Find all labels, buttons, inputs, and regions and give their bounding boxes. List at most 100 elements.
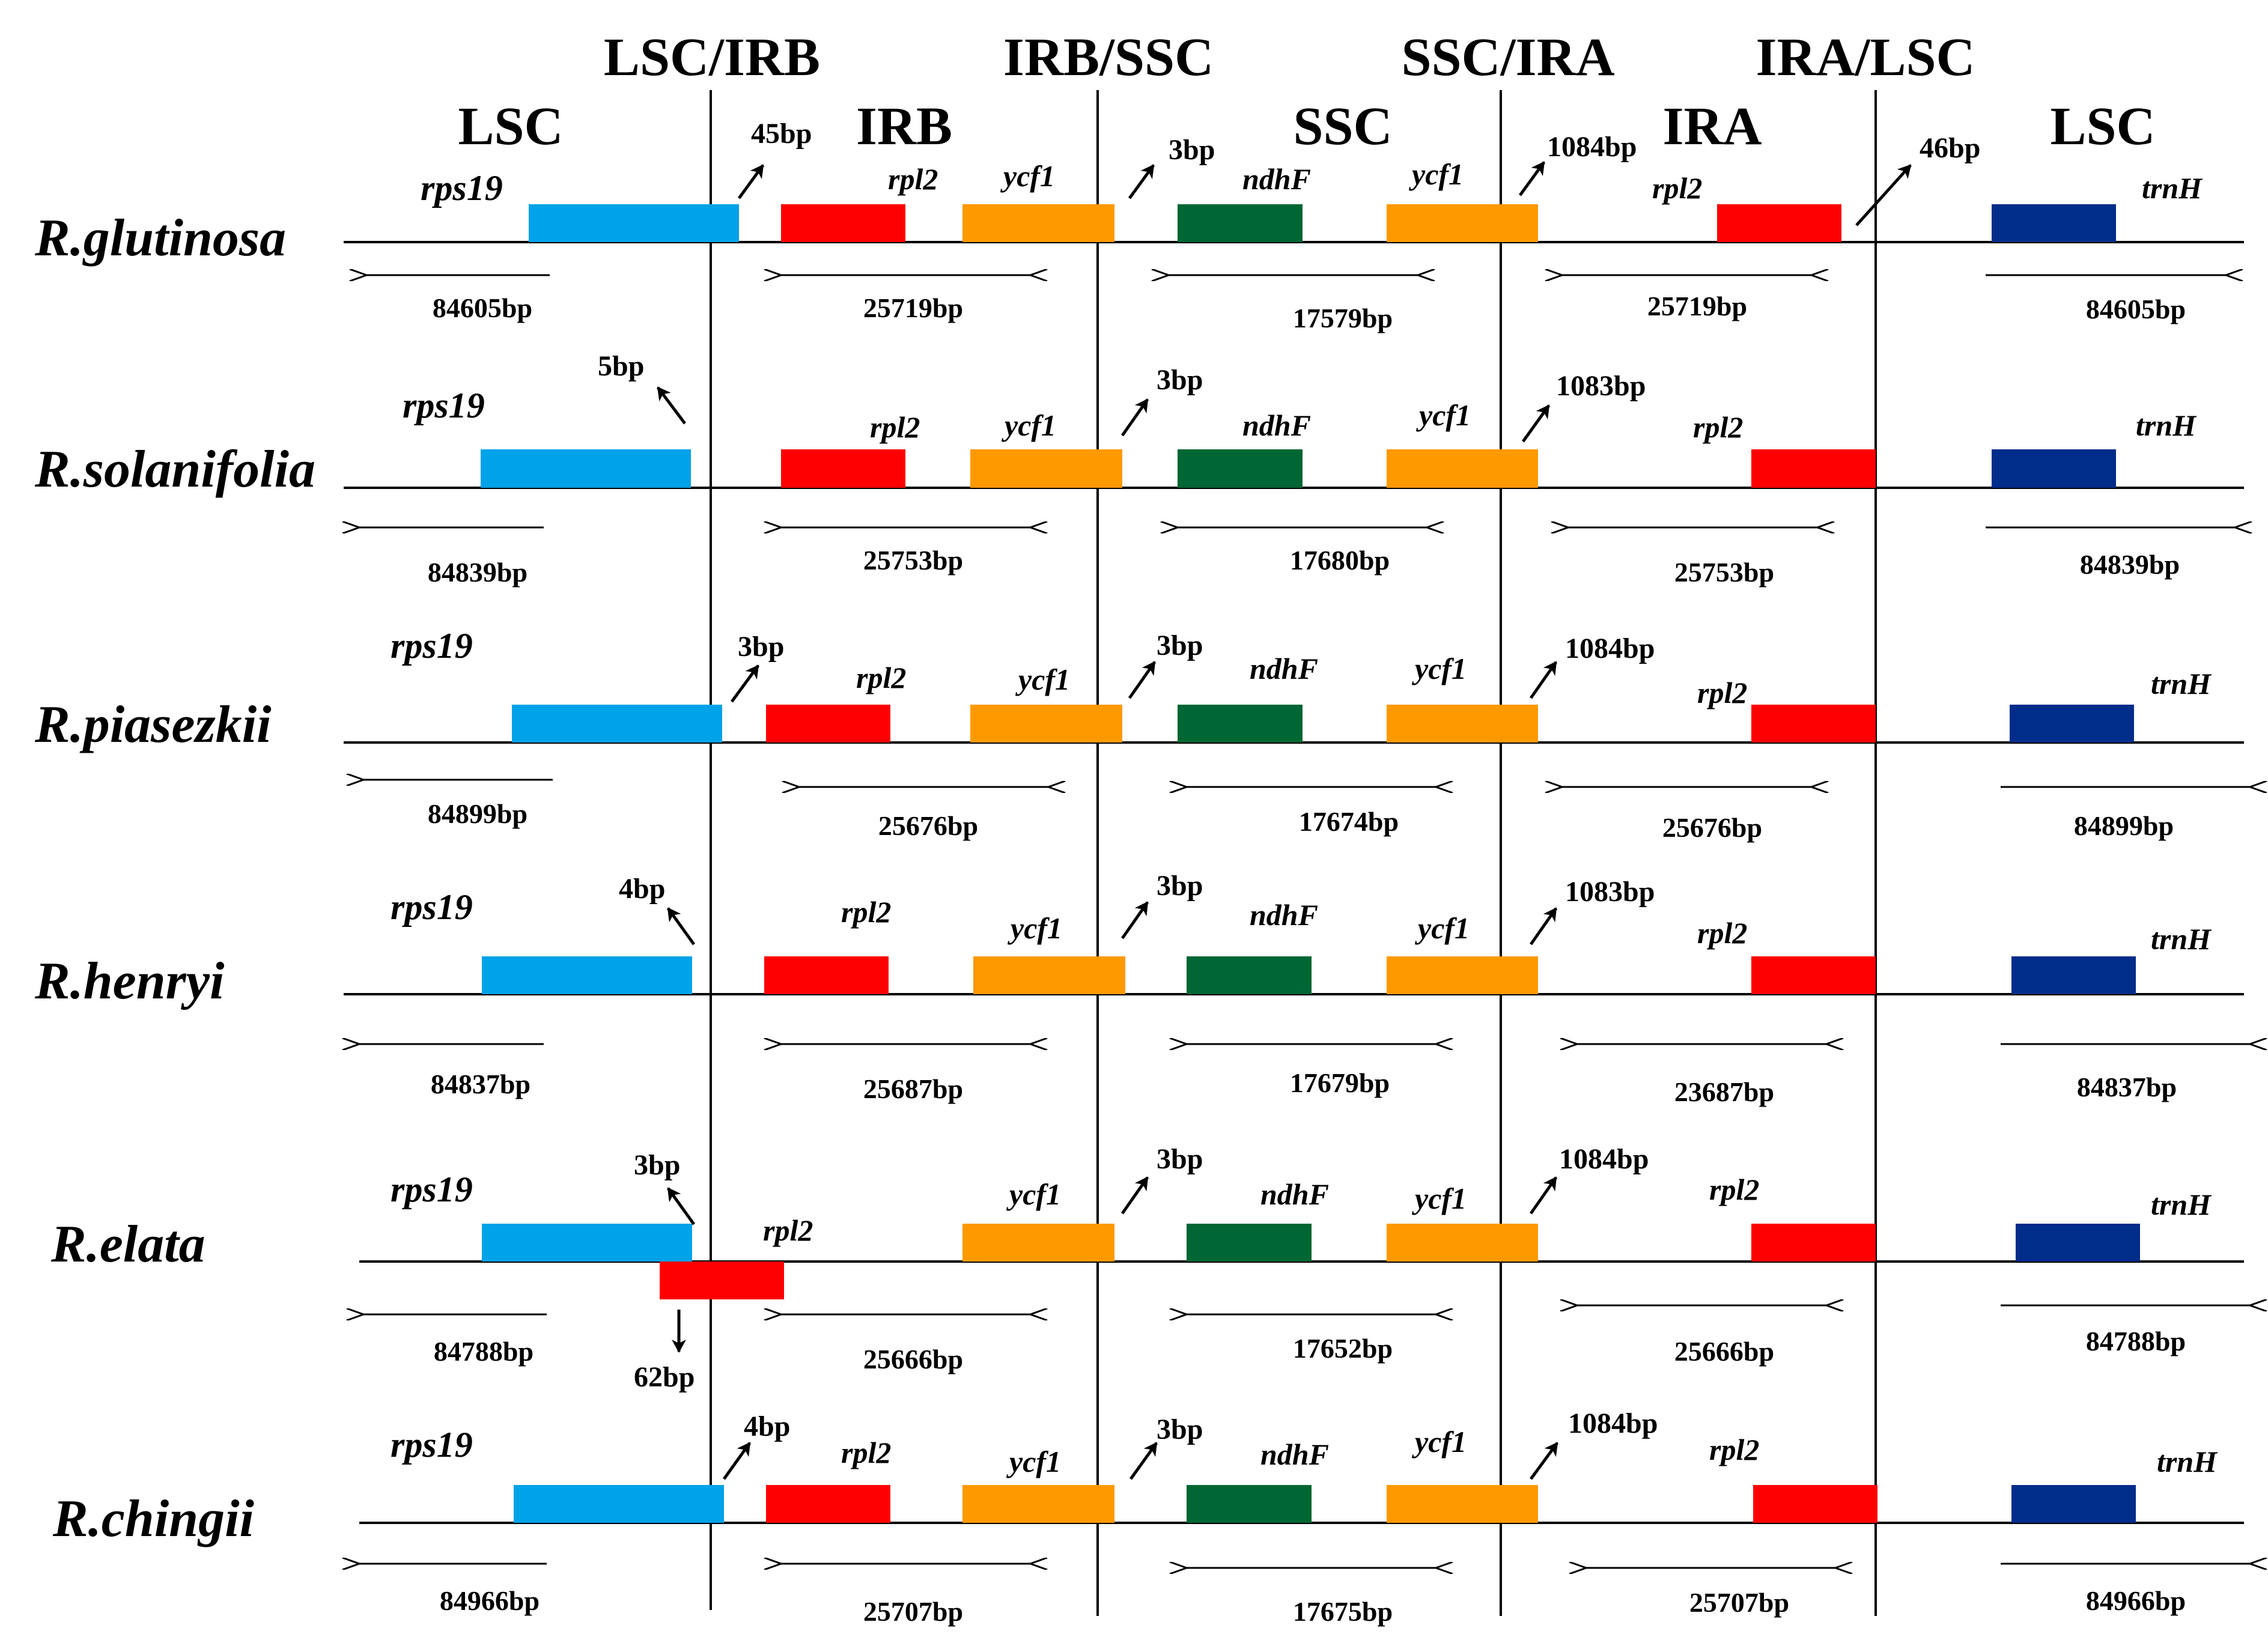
- gene-block-rpl2-ira: [1751, 1224, 1876, 1262]
- gene-block-rpl2-irb: [781, 449, 905, 488]
- gene-block-ndhf: [1187, 1224, 1312, 1262]
- gene-block-ycf1-irb: [970, 705, 1122, 742]
- gene-label-rpl2-ira: rpl2: [1709, 1433, 1759, 1466]
- gene-block-rpl2-irb: [766, 1485, 890, 1523]
- gene-label-ycf1-ira: ycf1: [1412, 652, 1467, 685]
- species-row-solanifolia: R.solanifolia rps19 rpl2 ycf1 ndhF ycf1 …: [34, 350, 2244, 588]
- region-length-ira: 25666bp: [1674, 1336, 1774, 1367]
- gene-label-ycf1-irb: ycf1: [1000, 159, 1055, 193]
- gene-label-ycf1-irb: ycf1: [1006, 1445, 1061, 1478]
- gene-label-ycf1-irb: ycf1: [1006, 1177, 1061, 1211]
- gene-block-rpl2-ira: [1751, 956, 1876, 994]
- gene-label-rpl2-ira: rpl2: [1693, 410, 1743, 444]
- pointer-arrow: [737, 164, 765, 199]
- gene-label-rpl2-irb: rpl2: [888, 162, 938, 196]
- pointer-arrow: [722, 1442, 752, 1480]
- gene-label-rps19: rps19: [391, 626, 473, 666]
- gene-label-rps19: rps19: [403, 386, 485, 425]
- gene-label-rpl2-irb: rpl2: [763, 1213, 813, 1247]
- region-length-lsc: 84788bp: [434, 1336, 534, 1367]
- gene-block-ycf1-ira: [1387, 705, 1538, 742]
- gene-label-ycf1-ira: ycf1: [1415, 911, 1470, 945]
- region-length-ssc: 17652bp: [1293, 1333, 1393, 1364]
- pointer-arrow: [1529, 1176, 1558, 1215]
- gene-block-ycf1-irb: [970, 449, 1122, 488]
- gene-block-rpl2-irb: [660, 1262, 784, 1299]
- pointer-arrow: [1120, 398, 1149, 437]
- region-length-lsc: 84899bp: [428, 798, 527, 829]
- region-length-irb: 25719bp: [863, 293, 963, 323]
- gene-label-ycf1-ira: ycf1: [1416, 398, 1471, 432]
- distance-label: 3bp: [1157, 1414, 1203, 1445]
- gene-block-rps19: [482, 1224, 692, 1262]
- region-length-lsc-right: 84966bp: [2086, 1585, 2186, 1616]
- pointer-arrow: [666, 1187, 696, 1225]
- region-length-lsc: 84605bp: [433, 293, 532, 323]
- gene-label-ndhf: ndhF: [1250, 652, 1318, 685]
- gene-label-ycf1-irb: ycf1: [1002, 408, 1056, 442]
- gene-label-ycf1-ira: ycf1: [1412, 1182, 1467, 1215]
- gene-label-trnh: trnH: [2151, 667, 2212, 700]
- region-length-ira: 25719bp: [1647, 291, 1747, 321]
- distance-label: 3bp: [738, 631, 784, 663]
- distance-label: 3bp: [1157, 630, 1203, 661]
- gene-block-ndhf: [1187, 956, 1312, 994]
- distance-label: 3bp: [1157, 870, 1203, 902]
- pointer-arrow: [1120, 901, 1149, 940]
- gene-block-trnh: [2016, 1224, 2140, 1262]
- pointer-arrow: [1529, 907, 1558, 946]
- pointer-arrow: [1128, 164, 1155, 199]
- distance-label: 1084bp: [1568, 1408, 1658, 1439]
- pointer-arrow: [1120, 1176, 1149, 1215]
- gene-label-ndhf: ndhF: [1260, 1177, 1329, 1211]
- region-length-ssc: 17680bp: [1290, 545, 1390, 575]
- gene-label-rpl2-ira: rpl2: [1697, 916, 1747, 950]
- region-length-lsc-right: 84837bp: [2077, 1072, 2177, 1102]
- region-length-ira: 25676bp: [1662, 812, 1762, 843]
- gene-block-rps19: [512, 705, 722, 742]
- gene-block-rpl2-ira: [1753, 1485, 1877, 1523]
- distance-label: 4bp: [619, 873, 665, 905]
- gene-label-rpl2-ira: rpl2: [1697, 676, 1747, 709]
- gene-block-ycf1-ira: [1387, 204, 1538, 242]
- gene-block-rps19: [529, 204, 739, 242]
- species-row-henryi: R.henryi rps19 rpl2 ycf1 ndhF ycf1 rpl2 …: [34, 870, 2250, 1107]
- region-length-ira: 23687bp: [1674, 1077, 1774, 1107]
- distance-label: 1083bp: [1556, 370, 1646, 402]
- gene-block-rpl2-ira: [1751, 449, 1876, 488]
- gene-block-ycf1-ira: [1387, 1485, 1538, 1523]
- gene-label-trnh: trnH: [2157, 1445, 2218, 1478]
- pointer-arrow: [1855, 164, 1912, 226]
- gene-block-ndhf: [1178, 449, 1303, 488]
- species-name: R.solanifolia: [34, 440, 315, 499]
- region-length-ssc: 17675bp: [1293, 1596, 1393, 1627]
- gene-block-trnh: [2011, 1485, 2136, 1523]
- gene-label-ycf1-irb: ycf1: [1015, 663, 1070, 696]
- gene-block-ycf1-ira: [1387, 956, 1538, 994]
- species-row-glutinosa: R.glutinosa rps19 rpl2 ycf1 ndhF ycf1 rp…: [34, 118, 2244, 333]
- gene-label-trnh: trnH: [2142, 171, 2203, 205]
- region-length-irb: 25666bp: [863, 1344, 963, 1374]
- gene-label-rpl2-ira: rpl2: [1709, 1173, 1759, 1206]
- pointer-arrow: [1529, 1442, 1559, 1480]
- gene-label-ndhf: ndhF: [1242, 162, 1311, 196]
- region-length-irb: 25707bp: [863, 1596, 963, 1627]
- gene-block-rpl2-irb: [766, 705, 890, 742]
- species-row-piasezkii: R.piasezkii rps19 rpl2 ycf1 ndhF ycf1 rp…: [34, 626, 2250, 843]
- species-name: R.elata: [50, 1215, 205, 1274]
- gene-label-rps19: rps19: [391, 887, 473, 927]
- distance-label: 1084bp: [1547, 131, 1637, 163]
- pointer-arrow: [657, 386, 686, 425]
- gene-block-rps19: [482, 956, 692, 994]
- region-length-lsc: 84837bp: [431, 1069, 531, 1099]
- region-label-lsc-left: LSC: [458, 97, 563, 156]
- gene-block-rpl2-irb: [764, 956, 889, 994]
- gene-label-rpl2-irb: rpl2: [870, 410, 920, 444]
- gene-block-ycf1-irb: [973, 956, 1125, 994]
- gene-label-rpl2-irb: rpl2: [841, 1436, 891, 1469]
- distance-label: 1084bp: [1565, 633, 1655, 664]
- region-length-lsc-right: 84899bp: [2074, 810, 2174, 841]
- region-length-lsc: 84966bp: [440, 1585, 540, 1616]
- gene-block-rpl2-ira: [1751, 705, 1876, 742]
